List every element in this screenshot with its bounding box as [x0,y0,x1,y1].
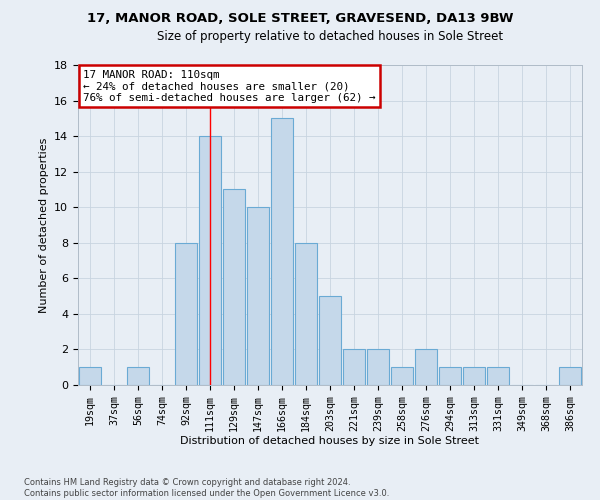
Bar [271,118,293,385]
Bar [439,367,461,385]
Bar [223,190,245,385]
Bar [559,367,581,385]
Bar [415,350,437,385]
Text: 17 MANOR ROAD: 110sqm
← 24% of detached houses are smaller (20)
76% of semi-deta: 17 MANOR ROAD: 110sqm ← 24% of detached … [83,70,376,103]
Title: Size of property relative to detached houses in Sole Street: Size of property relative to detached ho… [157,30,503,43]
Bar [247,207,269,385]
Y-axis label: Number of detached properties: Number of detached properties [38,138,49,312]
Bar [295,243,317,385]
Text: Contains HM Land Registry data © Crown copyright and database right 2024.
Contai: Contains HM Land Registry data © Crown c… [24,478,389,498]
Text: 17, MANOR ROAD, SOLE STREET, GRAVESEND, DA13 9BW: 17, MANOR ROAD, SOLE STREET, GRAVESEND, … [87,12,513,26]
Bar [391,367,413,385]
Bar [487,367,509,385]
Bar [175,243,197,385]
Bar [79,367,101,385]
Bar [367,350,389,385]
Bar [463,367,485,385]
Bar [127,367,149,385]
Bar [343,350,365,385]
X-axis label: Distribution of detached houses by size in Sole Street: Distribution of detached houses by size … [181,436,479,446]
Bar [199,136,221,385]
Bar [319,296,341,385]
